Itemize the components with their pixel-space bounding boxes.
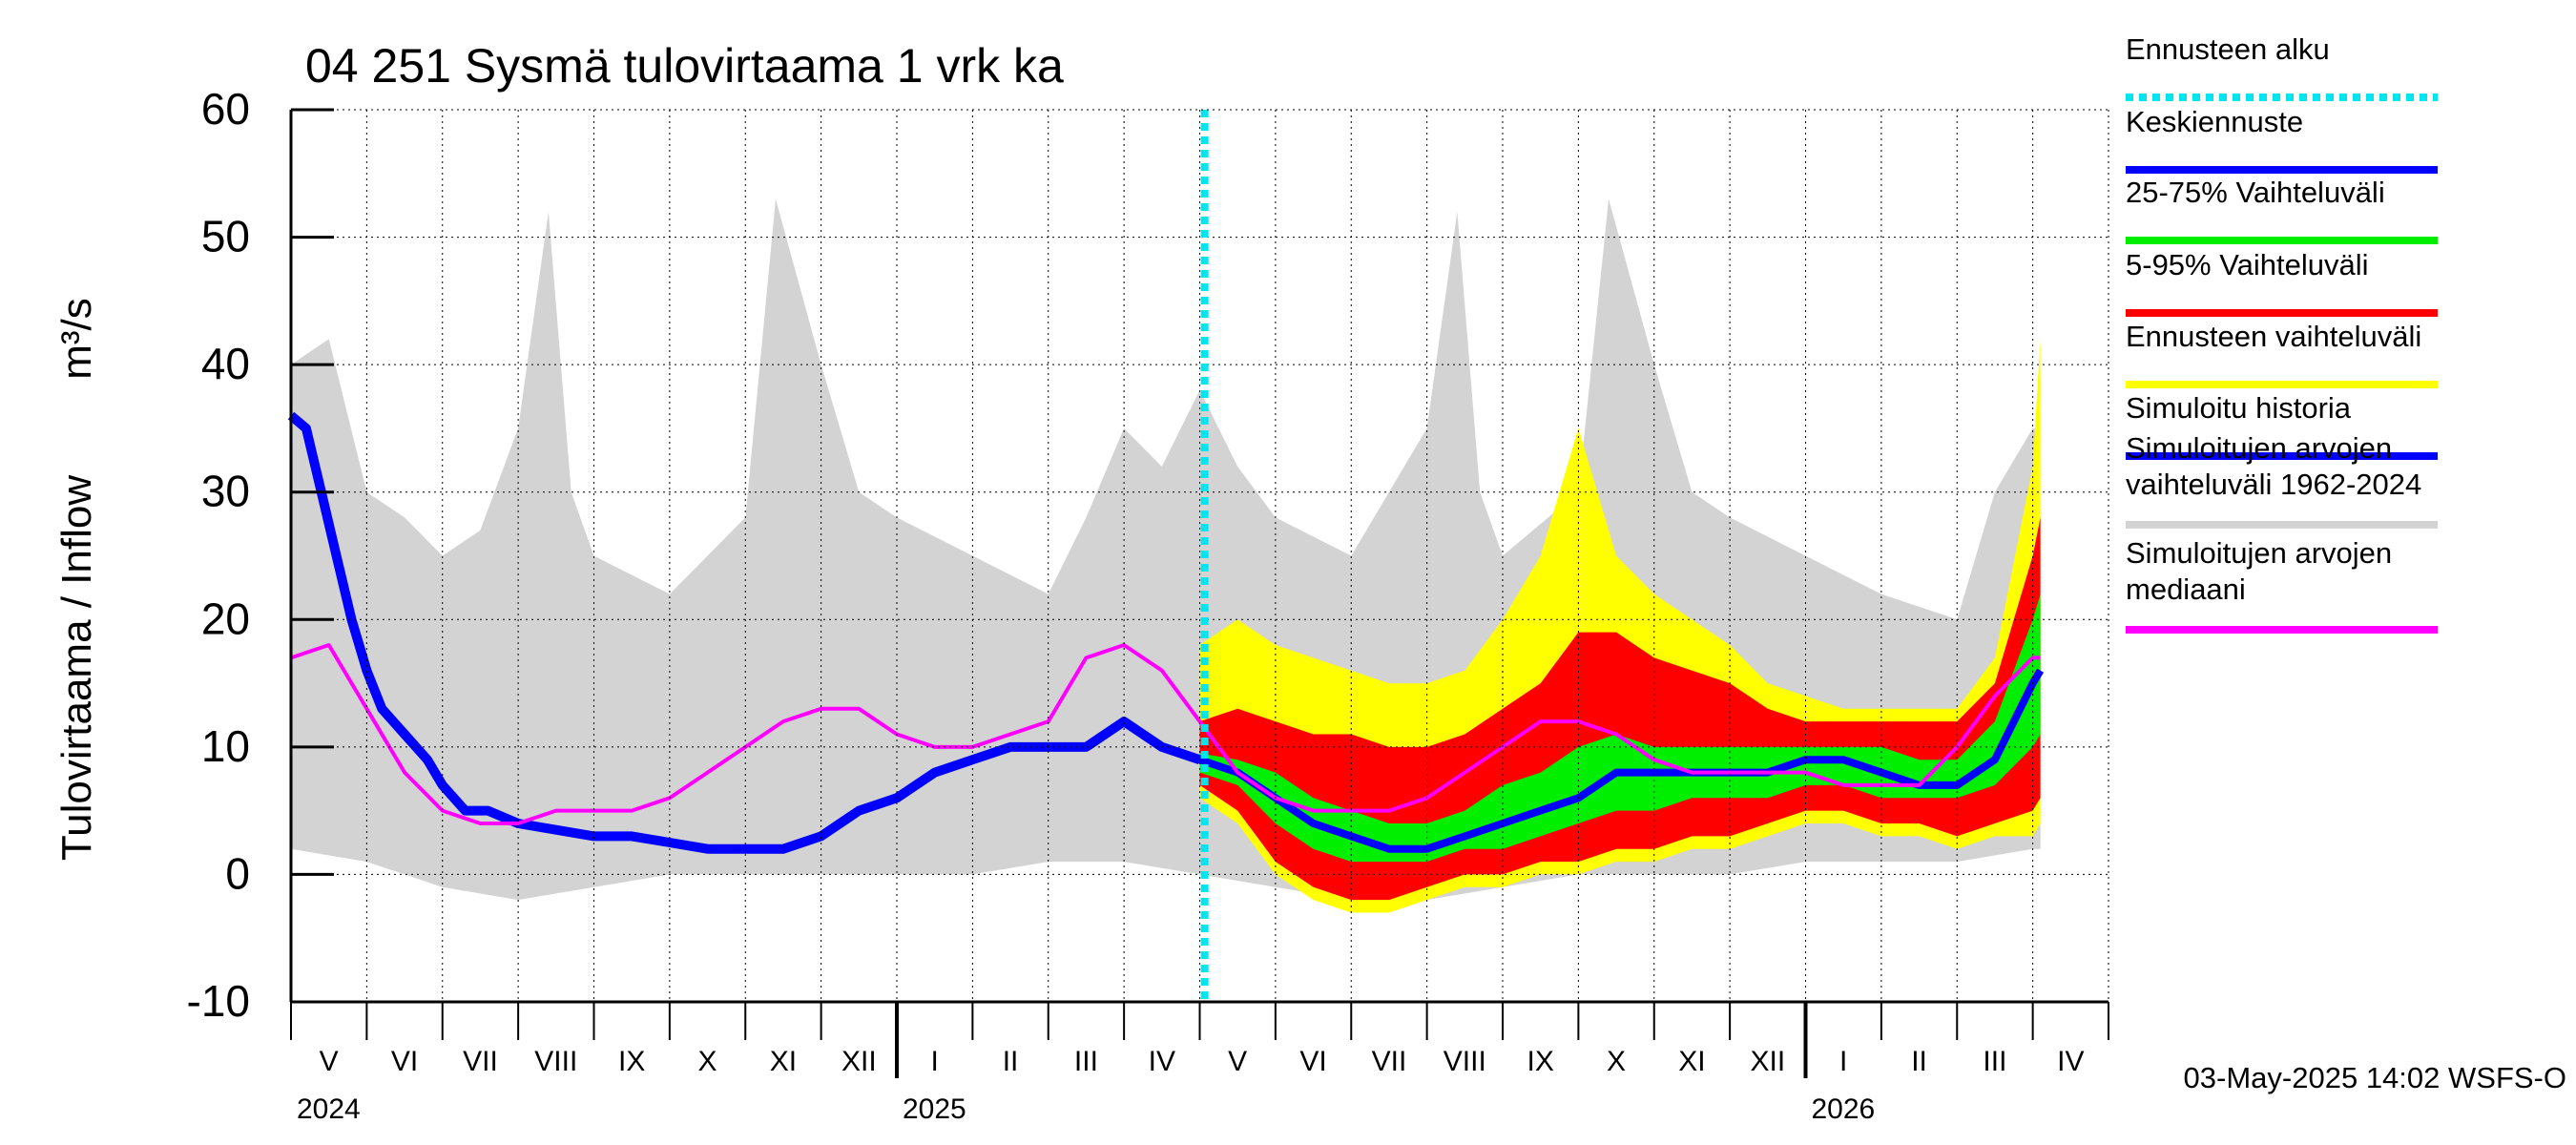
y-tick-label: 30 [201, 467, 250, 516]
grid-layer [290, 109, 2109, 1003]
historical-median-line [290, 643, 2041, 825]
legend-label-2: vaihteluväli 1962-2024 [2126, 468, 2421, 501]
year-label: 2025 [903, 1093, 966, 1125]
legend-label: 5-95% Vaihteluväli [2126, 248, 2368, 281]
month-label: VI [391, 1046, 418, 1077]
month-label: VIII [534, 1046, 577, 1077]
series-lines-layer [287, 411, 2045, 854]
chart-title: 04 251 Sysmä tulovirtaama 1 vrk ka [305, 39, 1064, 93]
month-label: IV [1149, 1046, 1175, 1077]
simulated-history-line [287, 411, 1202, 854]
year-label: 2024 [297, 1093, 361, 1125]
year-label: 2026 [1812, 1093, 1876, 1125]
footer-timestamp: 03-May-2025 14:02 WSFS-O [2184, 1061, 2566, 1094]
y-tick-label: 10 [201, 721, 250, 771]
y-tick-label: 60 [201, 84, 250, 134]
month-label: V [1228, 1046, 1247, 1077]
legend-label: Simuloitu historia [2126, 391, 2352, 425]
month-label: VI [1299, 1046, 1326, 1077]
y-tick-label: 20 [201, 593, 250, 643]
month-label: XII [841, 1046, 877, 1077]
month-label: III [1983, 1046, 2006, 1077]
month-label: XII [1750, 1046, 1785, 1077]
month-label: X [1607, 1046, 1626, 1077]
month-label: XI [1678, 1046, 1705, 1077]
p25-75-band [1199, 593, 2041, 863]
month-label: IX [1527, 1046, 1554, 1077]
month-label: V [320, 1046, 339, 1077]
legend: Ennusteen alku Keskiennuste 25-75% Vaihtel… [2126, 32, 2438, 634]
month-label: II [1911, 1046, 1927, 1077]
month-label: I [1839, 1046, 1847, 1077]
legend-label: Simuloitujen arvojen [2126, 536, 2392, 570]
legend-label-2: mediaani [2126, 572, 2246, 606]
legend-label: Ennusteen vaihteluväli [2126, 320, 2421, 353]
legend-label: 25-75% Vaihteluväli [2126, 176, 2385, 209]
month-label: VII [463, 1046, 498, 1077]
month-label: IV [2057, 1046, 2084, 1077]
month-label: I [931, 1046, 939, 1077]
y-tick-label: 50 [201, 212, 250, 261]
month-label: IX [618, 1046, 645, 1077]
month-label: X [698, 1046, 717, 1077]
month-label: XI [770, 1046, 797, 1077]
y-tick-label: 40 [201, 339, 250, 388]
mean-forecast-line [1198, 668, 2045, 853]
legend-label: Keskiennuste [2126, 105, 2303, 138]
legend-label: Ennusteen alku [2126, 32, 2330, 66]
month-label: II [1003, 1046, 1019, 1077]
y-tick-label: -10 [187, 976, 250, 1026]
month-label: III [1074, 1046, 1098, 1077]
y-tick-label: 0 [225, 848, 250, 898]
month-label: VIII [1444, 1046, 1486, 1077]
legend-label: Simuloitujen arvojen [2126, 431, 2392, 465]
y-axis-label: Tulovirtaama / Inflow [53, 475, 100, 862]
y-axis-unit: m³/s [53, 298, 100, 380]
month-label: VII [1372, 1046, 1407, 1077]
